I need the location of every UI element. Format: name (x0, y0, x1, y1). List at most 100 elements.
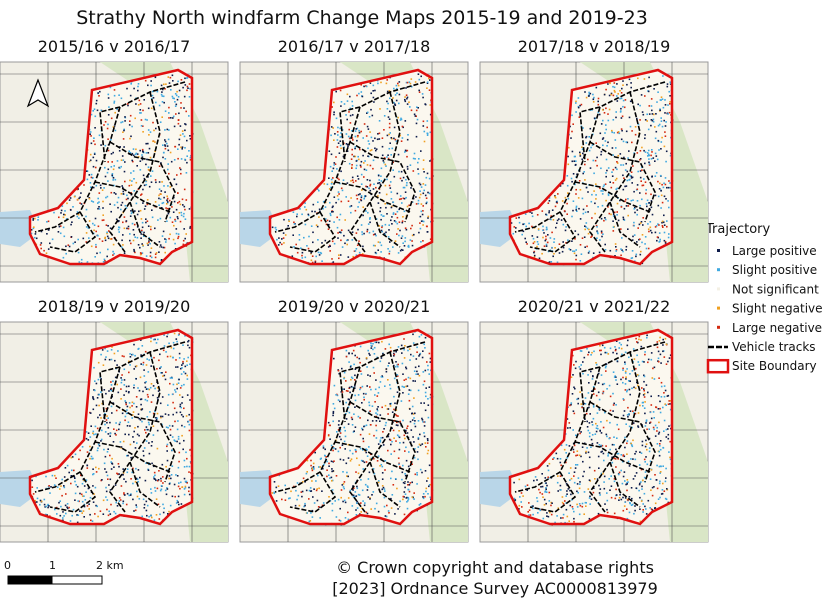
change-pixel (180, 414, 183, 416)
change-pixel (150, 228, 152, 231)
change-pixel (125, 412, 128, 415)
change-pixel (364, 160, 366, 162)
change-pixel (645, 419, 648, 421)
change-pixel (125, 198, 128, 201)
change-pixel (131, 211, 134, 213)
change-pixel (601, 383, 604, 386)
change-pixel (596, 237, 598, 239)
change-pixel (111, 346, 113, 348)
change-pixel (35, 237, 38, 240)
change-pixel (337, 399, 340, 401)
change-pixel (644, 471, 647, 473)
change-pixel (407, 465, 410, 468)
change-pixel (133, 386, 135, 389)
change-pixel (393, 87, 395, 90)
change-pixel (361, 233, 364, 236)
change-pixel (603, 487, 606, 490)
change-pixel (593, 487, 595, 489)
change-pixel (626, 390, 628, 393)
change-pixel (606, 169, 608, 172)
change-pixel (117, 391, 120, 394)
change-pixel (140, 409, 143, 411)
change-pixel (662, 465, 664, 467)
change-pixel (94, 256, 96, 258)
change-pixel (172, 383, 175, 386)
change-pixel (107, 448, 109, 450)
change-pixel (571, 215, 573, 218)
change-pixel (167, 393, 170, 396)
change-pixel (583, 470, 585, 473)
change-pixel (391, 494, 394, 496)
change-pixel (382, 486, 385, 489)
change-pixel (288, 219, 290, 221)
change-pixel (132, 239, 135, 242)
change-pixel (363, 176, 365, 178)
change-pixel (144, 350, 147, 353)
change-pixel (615, 340, 618, 342)
change-pixel (391, 216, 393, 218)
change-pixel (122, 244, 124, 246)
change-pixel (340, 147, 342, 150)
change-pixel (598, 251, 601, 254)
change-pixel (139, 253, 142, 256)
change-pixel (384, 385, 386, 387)
change-pixel (388, 512, 390, 514)
change-pixel (657, 124, 660, 127)
change-pixel (289, 497, 291, 499)
change-pixel (566, 457, 568, 459)
change-pixel (164, 378, 167, 381)
change-pixel (626, 389, 629, 392)
change-pixel (78, 500, 80, 503)
change-pixel (651, 377, 654, 379)
change-pixel (384, 404, 387, 407)
change-pixel (129, 353, 131, 355)
change-pixel (48, 505, 50, 507)
change-pixel (174, 420, 176, 423)
change-pixel (188, 96, 191, 98)
change-pixel (353, 363, 355, 366)
change-pixel (342, 155, 345, 158)
change-pixel (166, 197, 169, 200)
change-pixel (318, 506, 321, 509)
change-pixel (645, 247, 648, 250)
change-pixel (344, 501, 347, 504)
change-pixel (417, 173, 420, 175)
change-pixel (147, 428, 149, 431)
change-pixel (405, 378, 407, 381)
change-pixel (169, 151, 172, 154)
change-pixel (340, 200, 343, 203)
change-pixel (113, 252, 115, 255)
change-pixel (613, 436, 615, 438)
change-pixel (336, 146, 339, 148)
change-pixel (189, 138, 192, 140)
change-pixel (595, 394, 598, 397)
change-pixel (292, 211, 295, 213)
change-pixel (549, 237, 552, 239)
change-pixel (582, 127, 584, 129)
change-pixel (576, 450, 579, 452)
change-pixel (162, 156, 164, 159)
change-pixel (665, 498, 668, 501)
change-pixel (113, 204, 116, 206)
change-pixel (585, 142, 588, 144)
change-pixel (611, 175, 614, 177)
change-pixel (180, 503, 183, 505)
change-pixel (518, 478, 521, 481)
change-pixel (635, 472, 638, 474)
change-pixel (90, 142, 93, 145)
change-pixel (333, 407, 336, 410)
change-pixel (545, 238, 547, 241)
change-pixel (359, 148, 361, 151)
change-pixel (389, 132, 391, 134)
change-pixel (647, 223, 649, 225)
change-pixel (613, 132, 615, 134)
change-pixel (126, 425, 129, 427)
change-pixel (337, 232, 339, 234)
change-pixel (186, 457, 188, 460)
change-pixel (343, 481, 346, 483)
change-pixel (624, 389, 627, 391)
change-pixel (106, 235, 109, 238)
change-pixel (398, 93, 401, 96)
change-pixel (90, 113, 93, 116)
change-pixel (331, 470, 333, 473)
